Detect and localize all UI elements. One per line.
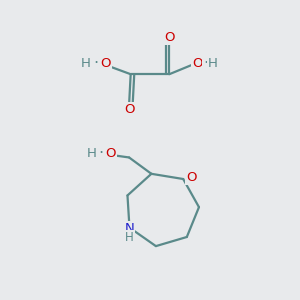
Text: O: O: [186, 171, 197, 184]
Text: ·: ·: [99, 146, 104, 161]
Text: H: H: [81, 57, 91, 70]
Text: N: N: [124, 222, 134, 235]
Text: O: O: [164, 31, 175, 44]
Text: ·: ·: [203, 56, 208, 71]
Text: H: H: [86, 147, 96, 160]
Text: H: H: [208, 57, 218, 70]
Text: O: O: [105, 147, 116, 160]
Text: H: H: [125, 231, 134, 244]
Text: O: O: [192, 57, 203, 70]
Text: O: O: [124, 103, 134, 116]
Text: ·: ·: [93, 56, 98, 71]
Text: O: O: [100, 57, 111, 70]
